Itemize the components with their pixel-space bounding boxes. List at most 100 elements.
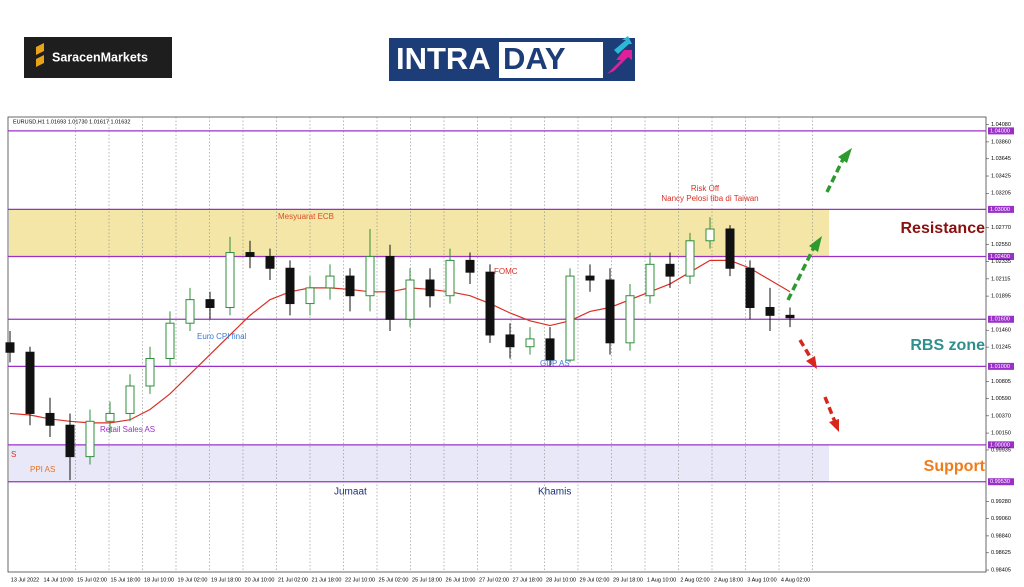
arrow	[823, 396, 837, 423]
zone-label: Resistance	[901, 220, 986, 237]
x-tick-label: 28 Jul 10:00	[546, 577, 576, 583]
level-label-box	[988, 478, 1014, 486]
annotation: Jumaat	[334, 487, 367, 498]
candle-body	[345, 275, 355, 297]
x-tick-label: 26 Jul 10:00	[446, 577, 476, 583]
zone	[9, 444, 829, 482]
level-label: 1.03000	[990, 207, 1010, 213]
candle-body	[65, 424, 75, 458]
candle-body	[245, 252, 255, 257]
candle-body	[665, 263, 675, 277]
candle-body	[745, 267, 755, 308]
x-tick-label: 13 Jul 2022	[11, 577, 39, 583]
level-label-box	[988, 252, 1014, 260]
candle-body	[785, 314, 795, 319]
x-tick-label: 19 Jul 18:00	[211, 577, 241, 583]
candle-body	[585, 275, 595, 281]
x-tick-label: 21 Jul 02:00	[278, 577, 308, 583]
candle-body	[445, 259, 455, 297]
broker-logo-icon	[36, 43, 44, 67]
arrow	[798, 339, 814, 361]
x-tick-label: 21 Jul 18:00	[312, 577, 342, 583]
chart-header: EURUSD,H1 1.01693 1.01730 1.01617 1.0163…	[13, 119, 130, 125]
x-tick-label: 22 Jul 10:00	[345, 577, 375, 583]
y-tick-label: 1.04080	[991, 122, 1011, 128]
y-tick-label: 1.00805	[991, 379, 1011, 385]
x-tick-label: 27 Jul 18:00	[513, 577, 543, 583]
arrow-head	[829, 419, 839, 432]
candle-body	[625, 295, 635, 344]
candle-body	[525, 338, 535, 348]
arrow-head	[809, 236, 822, 252]
x-tick-label: 25 Jul 02:00	[379, 577, 409, 583]
level-label: 1.01000	[990, 364, 1010, 370]
y-tick-label: 1.01245	[991, 345, 1011, 351]
x-tick-label: 20 Jul 10:00	[245, 577, 275, 583]
candle-body	[705, 228, 715, 242]
brand-logo-box-inner	[499, 42, 603, 78]
y-tick-label: 0.99060	[991, 516, 1011, 522]
plot-frame	[7, 116, 987, 573]
candle-body	[205, 299, 215, 308]
candle-body	[225, 252, 235, 308]
candle-body	[465, 259, 475, 273]
y-tick-label: 0.99935	[991, 447, 1011, 453]
candle-body	[605, 279, 615, 344]
brand-logo-text: DAY	[503, 41, 566, 76]
y-tick-label: 0.99280	[991, 499, 1011, 505]
y-tick-label: 1.02115	[991, 276, 1010, 282]
annotation: Retail Sales AS	[100, 425, 155, 434]
level-label-box	[988, 362, 1014, 370]
y-tick-label: 1.03860	[991, 139, 1011, 145]
x-tick-label: 19 Jul 02:00	[178, 577, 208, 583]
candle-body	[485, 271, 495, 336]
level-label: 1.00000	[990, 442, 1010, 448]
x-tick-label: 18 Jul 10:00	[144, 577, 174, 583]
candle-body	[685, 240, 695, 277]
arrow-head	[838, 148, 852, 163]
annotation: Euro CPI final	[197, 332, 247, 341]
candle-body	[425, 279, 435, 297]
x-tick-label: 29 Jul 02:00	[580, 577, 610, 583]
candle-body	[165, 322, 175, 360]
y-tick-label: 1.03205	[991, 191, 1011, 197]
brand-logo-arrow	[614, 36, 632, 54]
level-label-box	[988, 127, 1014, 135]
x-tick-label: 4 Aug 02:00	[781, 577, 810, 583]
level-label-box	[988, 205, 1014, 213]
candle-body	[405, 279, 415, 320]
level-label: 1.04000	[990, 128, 1010, 134]
candle-body	[265, 255, 275, 269]
candle-body	[105, 412, 115, 422]
candle-body	[5, 342, 15, 353]
x-tick-label: 27 Jul 02:00	[479, 577, 509, 583]
x-tick-label: 15 Jul 18:00	[111, 577, 141, 583]
y-tick-label: 1.00150	[991, 431, 1011, 437]
candle-body	[645, 263, 655, 297]
x-tick-label: 29 Jul 18:00	[613, 577, 643, 583]
y-tick-label: 0.98840	[991, 533, 1011, 539]
x-tick-label: 25 Jul 18:00	[412, 577, 442, 583]
annotation: GDP AS	[540, 359, 570, 368]
y-tick-label: 0.98625	[991, 550, 1011, 556]
level-label-box	[988, 441, 1014, 449]
x-tick-label: 2 Aug 02:00	[680, 577, 709, 583]
broker-logo-text: SaracenMarkets	[52, 50, 148, 64]
annotation: S	[11, 450, 16, 459]
annotation: FOMC	[494, 267, 518, 276]
y-tick-label: 1.01895	[991, 294, 1011, 300]
candle-body	[505, 334, 515, 348]
candle-body	[185, 299, 195, 324]
annotation: PPI AS	[30, 465, 55, 474]
y-tick-label: 1.00590	[991, 396, 1011, 402]
candle-body	[45, 412, 55, 426]
y-tick-label: 1.01460	[991, 328, 1011, 334]
annotation: Khamis	[538, 487, 571, 498]
broker-logo-box	[24, 37, 172, 78]
candle-body	[385, 255, 395, 320]
candle-body	[85, 420, 95, 458]
x-tick-label: 3 Aug 10:00	[747, 577, 776, 583]
y-tick-label: 1.02550	[991, 242, 1011, 248]
zone-label: RBS zone	[910, 337, 985, 354]
